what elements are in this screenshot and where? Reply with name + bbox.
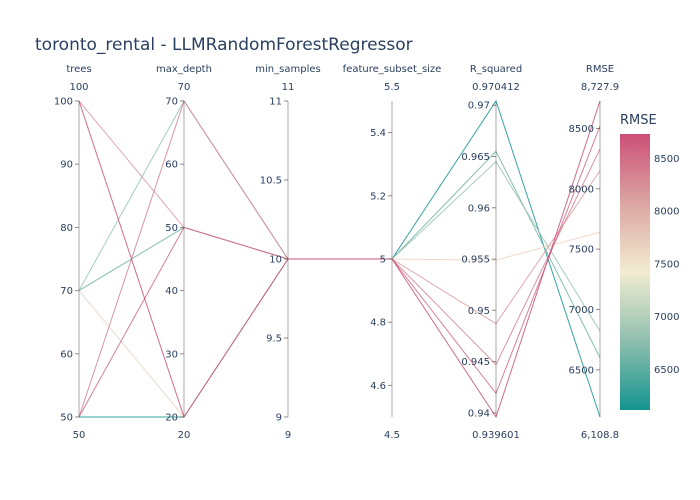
axis-tick-label: 9.5 bbox=[266, 334, 282, 345]
axis-tick-label: 7500 bbox=[569, 245, 594, 256]
axis-title: feature_subset_size bbox=[343, 64, 442, 75]
axis-tick-label: 70 bbox=[60, 286, 73, 297]
series-line-8 bbox=[78, 100, 601, 419]
axis-feature_subset_size[interactable]: feature_subset_size 5.5 4.5 4.6 4.8 5 5.2 5.4 bbox=[343, 64, 442, 441]
colorbar-tick-label: 8000 bbox=[654, 207, 679, 218]
axis-tick-label: 6500 bbox=[569, 365, 594, 376]
axis-tick-label: 80 bbox=[60, 223, 73, 234]
axis-min_samples[interactable]: min_samples 11 99 9.5 10 10.5 11 bbox=[255, 64, 320, 441]
axis-tick-label: 50 bbox=[165, 223, 178, 234]
axis-min-label: 20 bbox=[178, 430, 191, 441]
axis-tick-label: 0.945 bbox=[461, 357, 490, 368]
axis-min-label: 9 bbox=[285, 430, 291, 441]
axis-tick-label: 0.955 bbox=[461, 255, 490, 266]
axis-min-label: 50 bbox=[73, 430, 86, 441]
axis-tick-label: 5.4 bbox=[370, 128, 386, 139]
series-line-3 bbox=[78, 100, 601, 332]
axis-max-label: 11 bbox=[282, 82, 295, 93]
colorbar: RMSE 6500 7000 7500 8000 8500 bbox=[620, 113, 679, 410]
axis-tick-label: 4.6 bbox=[370, 381, 386, 392]
colorbar-tick-label: 8500 bbox=[654, 154, 679, 165]
axis-tick-label: 40 bbox=[165, 286, 178, 297]
colorbar-gradient bbox=[620, 134, 650, 410]
chart-title: toronto_rental - LLMRandomForestRegresso… bbox=[35, 35, 413, 55]
colorbar-tick-label: 6500 bbox=[654, 365, 679, 376]
axis-tick-label: 10 bbox=[269, 255, 282, 266]
axis-max-label: 100 bbox=[69, 82, 88, 93]
axis-min-label: 0.939601 bbox=[472, 430, 520, 441]
colorbar-tick-label: 7500 bbox=[654, 259, 679, 270]
axis-max-label: 8,727.9 bbox=[581, 82, 619, 93]
series-line-5 bbox=[78, 100, 601, 325]
axis-tick-label: 8500 bbox=[569, 124, 594, 135]
axis-tick-label: 0.97 bbox=[468, 101, 490, 112]
axis-tick-label: 100 bbox=[54, 97, 73, 108]
axis-tick-label: 5 bbox=[380, 255, 386, 266]
axis-tick-label: 0.94 bbox=[468, 408, 490, 419]
axis-tick-label: 50 bbox=[60, 413, 73, 424]
axis-min-label: 4.5 bbox=[384, 430, 400, 441]
axis-tick-label: 0.96 bbox=[468, 203, 490, 214]
axis-title: trees bbox=[66, 64, 91, 75]
axis-R_squared[interactable]: R_squared 0.970412 0.939601 0.94 0.945 0.95 0.… bbox=[461, 64, 522, 441]
axis-tick-label: 0.965 bbox=[461, 152, 490, 163]
series-line-4 bbox=[78, 231, 601, 418]
series-line-7 bbox=[78, 125, 601, 418]
axis-tick-label: 5.2 bbox=[370, 191, 386, 202]
axis-tick-label: 90 bbox=[60, 160, 73, 171]
axis-tick-label: 70 bbox=[165, 97, 178, 108]
axis-tick-label: 10.5 bbox=[260, 176, 282, 187]
axis-max-label: 70 bbox=[178, 82, 191, 93]
axis-tick-label: 30 bbox=[165, 349, 178, 360]
axis-tick-label: 4.8 bbox=[370, 318, 386, 329]
axis-title: max_depth bbox=[156, 64, 212, 75]
axis-RMSE[interactable]: RMSE 8,727.9 6,108.8 6500 7000 7500 8000 8500 bbox=[569, 64, 620, 441]
colorbar-title: RMSE bbox=[620, 113, 657, 128]
axis-max-label: 0.970412 bbox=[472, 82, 520, 93]
axis-tick-label: 20 bbox=[165, 413, 178, 424]
colorbar-tick-label: 7000 bbox=[654, 312, 679, 323]
axis-tick-label: 9 bbox=[276, 413, 282, 424]
axis-min-label: 6,108.8 bbox=[581, 430, 619, 441]
axis-tick-label: 60 bbox=[165, 160, 178, 171]
axis-tick-label: 60 bbox=[60, 349, 73, 360]
axis-title: R_squared bbox=[470, 64, 522, 75]
axis-tick-label: 7000 bbox=[569, 305, 594, 316]
axis-max-label: 5.5 bbox=[384, 82, 400, 93]
axis-title: RMSE bbox=[586, 64, 614, 75]
axes: trees100505060708090100max_depth70202030… bbox=[54, 64, 619, 441]
axis-tick-label: 11 bbox=[269, 97, 282, 108]
axis-title: min_samples bbox=[255, 64, 320, 75]
axis-tick-label: 8000 bbox=[569, 184, 594, 195]
series-lines bbox=[78, 99, 601, 419]
axis-tick-label: 0.95 bbox=[468, 306, 490, 317]
